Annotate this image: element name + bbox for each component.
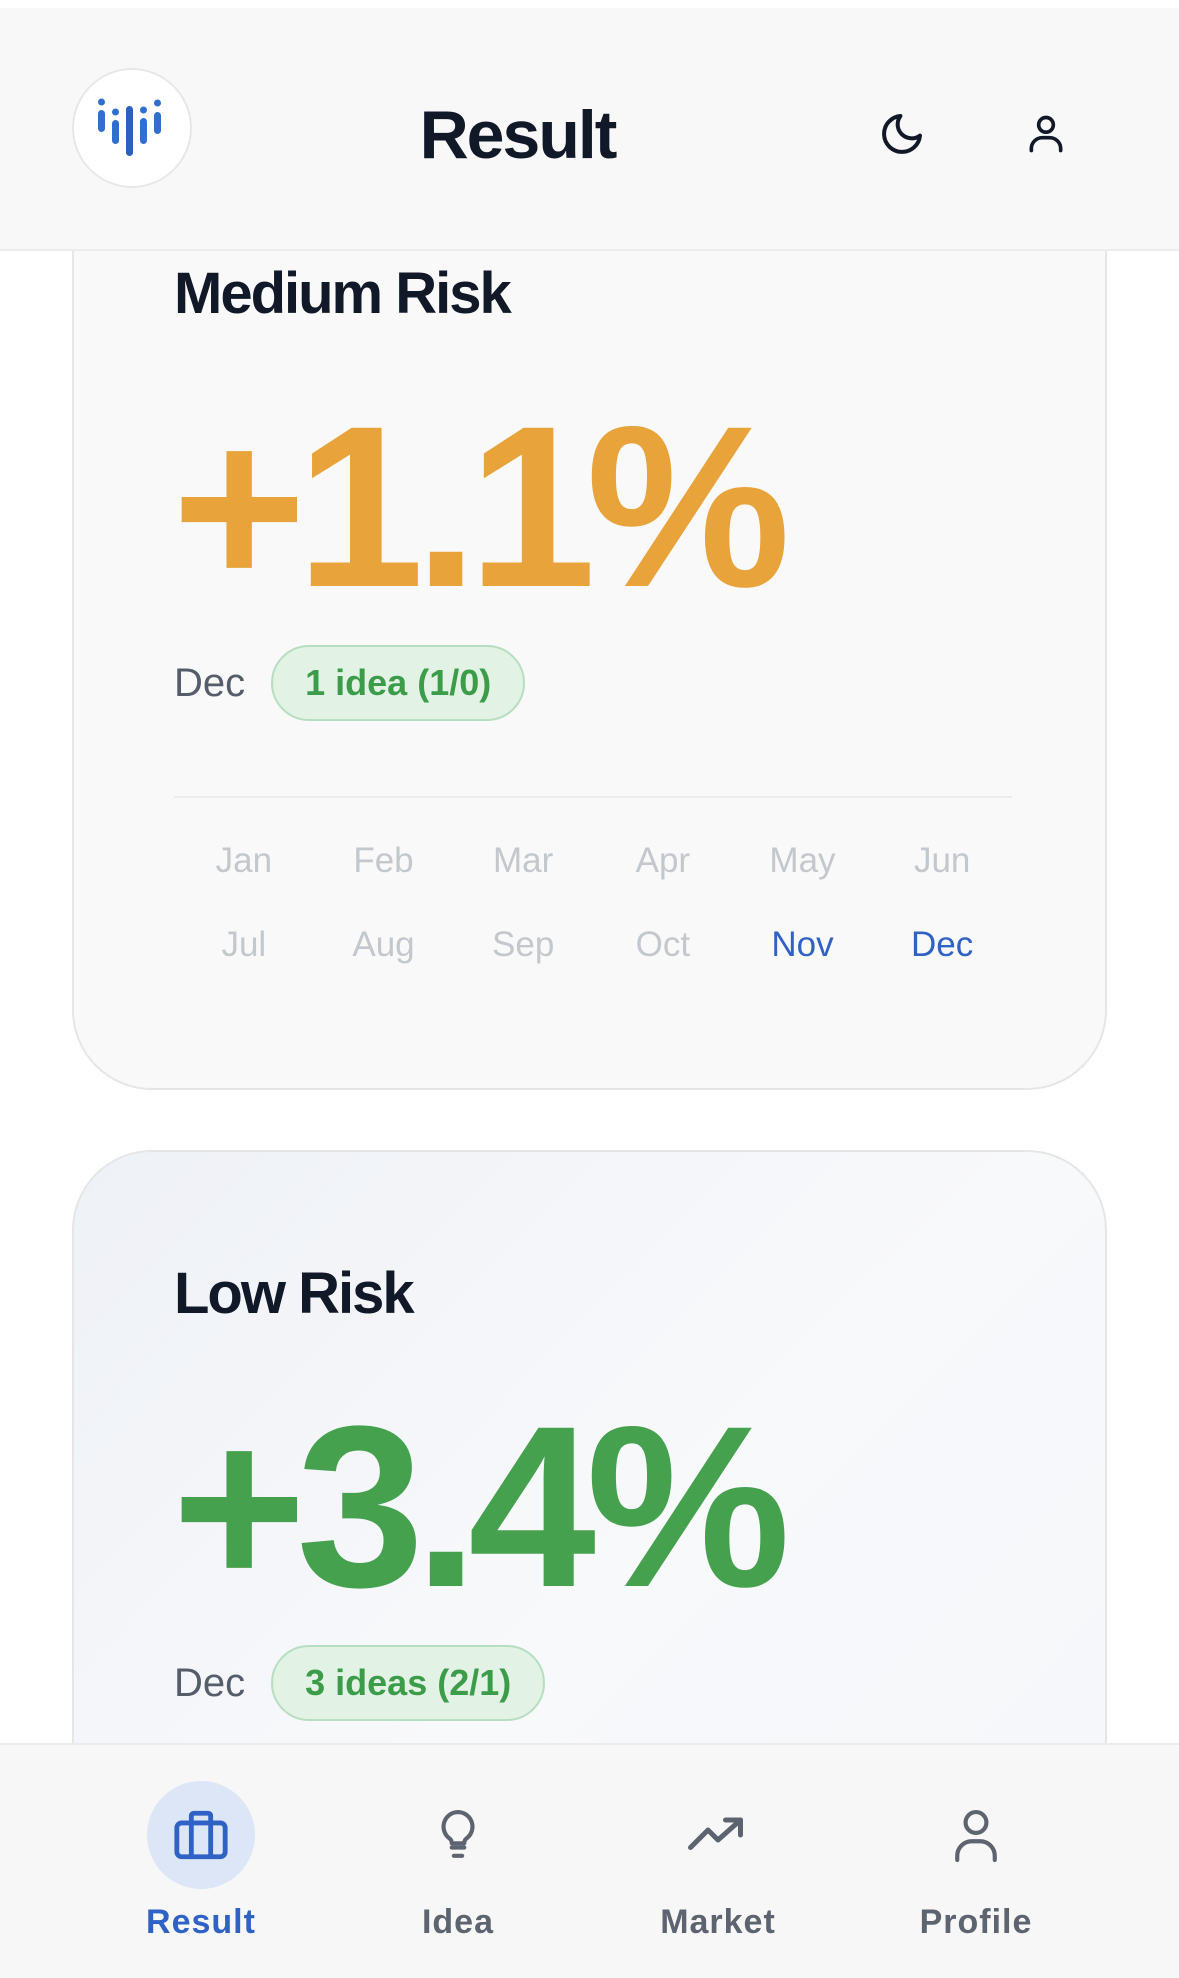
nav-idea[interactable]: Idea <box>328 1745 588 1978</box>
nav-result[interactable]: Result <box>71 1745 331 1978</box>
month-oct[interactable]: Oct <box>635 925 691 964</box>
briefcase-icon <box>174 1810 228 1860</box>
ideas-badge[interactable]: 1 idea (1/0) <box>271 645 526 721</box>
card-title: Low Risk <box>174 1261 415 1326</box>
nav-label: Result <box>146 1903 256 1941</box>
moon-icon <box>882 114 922 154</box>
selected-month-label: Dec <box>174 660 246 705</box>
summary-row: Dec 1 idea (1/0) <box>174 645 526 721</box>
trending-up-icon <box>688 1817 743 1850</box>
month-jun[interactable]: Jun <box>913 841 971 880</box>
lightbulb-icon <box>441 1810 475 1858</box>
page-title: Result <box>419 97 618 173</box>
account-button[interactable] <box>1018 106 1074 162</box>
card-title: Medium Risk <box>174 261 512 326</box>
performance-value: +3.4% <box>172 1378 791 1635</box>
summary-row: Dec 3 ideas (2/1) <box>174 1645 546 1721</box>
nav-icon-wrap <box>664 1781 772 1889</box>
month-may[interactable]: May <box>769 841 836 880</box>
bottom-navigation: Result Idea Market Profile <box>0 1743 1179 1978</box>
app-logo[interactable] <box>72 68 192 188</box>
month-dec[interactable]: Dec <box>911 925 974 964</box>
month-selector: Jan Feb Mar Apr May Jun Jul Aug Sep Oct … <box>174 840 1012 966</box>
medium-risk-card[interactable]: Medium Risk +1.1% Dec 1 idea (1/0) Jan F… <box>72 140 1107 1090</box>
top-header: Result <box>0 8 1179 251</box>
month-sep[interactable]: Sep <box>492 925 555 964</box>
theme-toggle-button[interactable] <box>874 106 930 162</box>
nav-icon-wrap <box>404 1781 512 1889</box>
nav-profile[interactable]: Profile <box>846 1745 1106 1978</box>
performance-value: +1.1% <box>172 378 791 635</box>
nav-label: Idea <box>421 1903 495 1941</box>
user-icon <box>1029 115 1063 153</box>
month-aug[interactable]: Aug <box>352 925 415 964</box>
bars-logo-icon <box>98 98 161 156</box>
divider <box>174 796 1012 798</box>
month-apr[interactable]: Apr <box>635 841 691 880</box>
ideas-badge[interactable]: 3 ideas (2/1) <box>271 1645 546 1721</box>
month-mar[interactable]: Mar <box>493 841 554 880</box>
nav-market[interactable]: Market <box>588 1745 848 1978</box>
nav-label: Market <box>660 1903 776 1941</box>
month-feb[interactable]: Feb <box>353 841 414 880</box>
nav-label: Profile <box>919 1903 1033 1941</box>
nav-icon-wrap <box>922 1781 1030 1889</box>
month-nov[interactable]: Nov <box>771 925 834 964</box>
month-jan[interactable]: Jan <box>215 841 273 880</box>
nav-icon-wrap <box>147 1781 255 1889</box>
profile-icon <box>955 1810 997 1863</box>
selected-month-label: Dec <box>174 1660 246 1705</box>
month-jul[interactable]: Jul <box>221 925 267 964</box>
